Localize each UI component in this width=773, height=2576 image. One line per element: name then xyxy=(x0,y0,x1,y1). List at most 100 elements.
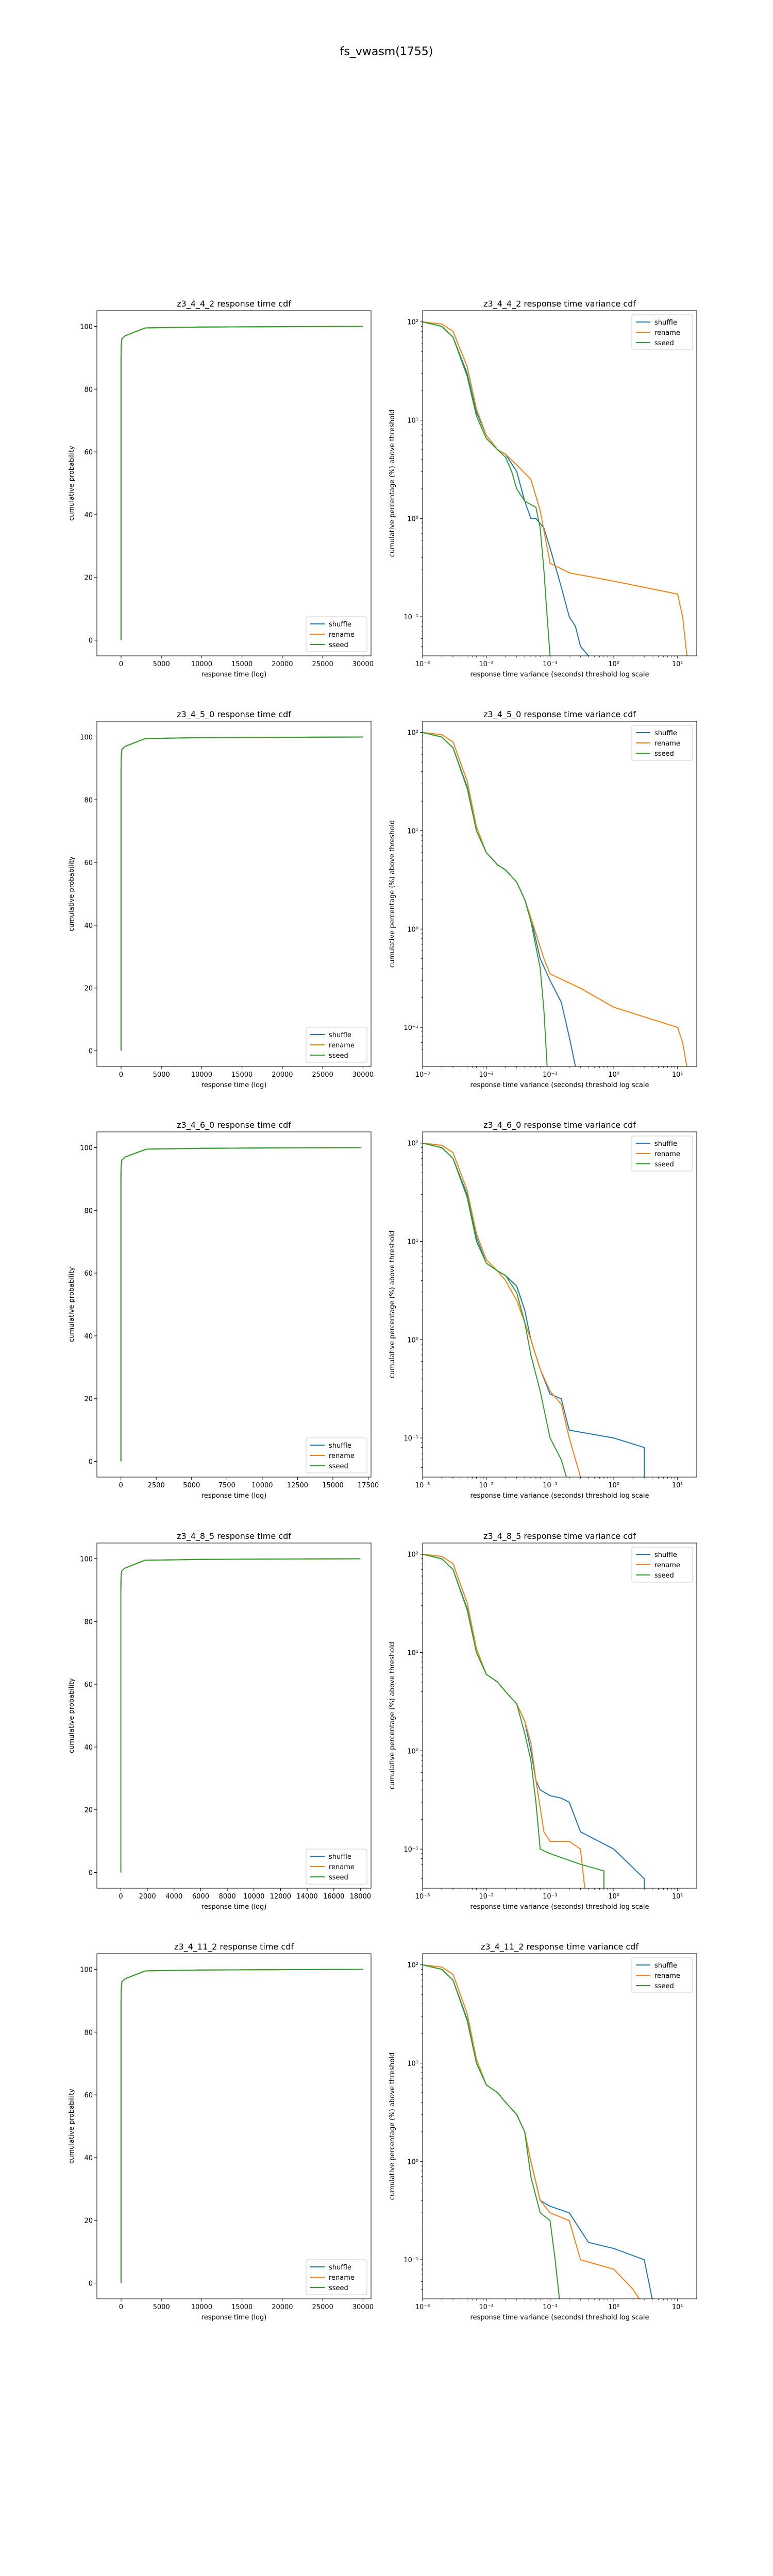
x-tick-label: 15000 xyxy=(322,1482,343,1489)
x-tick-label: 10⁻¹ xyxy=(543,1893,558,1901)
x-tick-label: 20000 xyxy=(272,660,293,668)
series-line-sseed xyxy=(120,1969,363,2283)
y-tick-label: 10² xyxy=(407,1551,418,1559)
y-tick-label: 0 xyxy=(89,637,93,645)
series-line-rename xyxy=(120,1969,363,2283)
x-tick-label: 0 xyxy=(119,2303,123,2311)
x-axis-label: response time variance (seconds) thresho… xyxy=(470,1492,649,1500)
x-tick-label: 5000 xyxy=(153,660,170,668)
plot-frame xyxy=(96,1953,372,2299)
series-line-sseed xyxy=(120,1147,361,1462)
x-axis-label: response time (log) xyxy=(201,2314,267,2321)
legend-label-shuffle: shuffle xyxy=(329,1853,351,1861)
x-tick-label: 10⁰ xyxy=(608,1482,619,1489)
legend-label-shuffle: shuffle xyxy=(329,1031,351,1039)
legend-label-sseed: sseed xyxy=(329,2284,348,2292)
plot-frame xyxy=(422,1543,697,1889)
chart-panel-9: z3_4_11_2 response time cdf 0 5000 10000 150… xyxy=(68,1942,374,2321)
series-line-rename xyxy=(423,1142,581,1477)
plot-frame xyxy=(422,1953,697,2299)
legend-label-shuffle: shuffle xyxy=(329,621,351,629)
x-tick-label: 15000 xyxy=(231,1071,253,1079)
legend-box xyxy=(306,2259,367,2295)
plot-frame xyxy=(96,310,372,656)
y-tick-label: 20 xyxy=(84,2217,93,2225)
x-tick-label: 2500 xyxy=(148,1482,165,1489)
x-tick-label: 10¹ xyxy=(672,1071,683,1079)
y-axis-label: cumulative probability xyxy=(68,856,76,931)
series-line-sseed xyxy=(423,1553,604,1888)
legend-box xyxy=(306,1437,367,1473)
x-tick-label: 10¹ xyxy=(672,1482,683,1489)
x-tick-label: 25000 xyxy=(312,660,333,668)
x-axis-label: response time variance (seconds) thresho… xyxy=(470,671,649,679)
chart-title: z3_4_4_2 response time variance cdf xyxy=(483,299,636,309)
legend-box xyxy=(306,1849,367,1885)
chart-panel-6: z3_4_6_0 response time variance cdf 10⁻³ 1… xyxy=(389,1120,697,1500)
series-line-shuffle xyxy=(120,1147,361,1462)
y-tick-label: 0 xyxy=(89,1870,93,1877)
chart-title: z3_4_8_5 response time variance cdf xyxy=(483,1531,636,1541)
legend-label-sseed: sseed xyxy=(329,1052,348,1060)
series-line-rename xyxy=(120,326,363,640)
y-tick-label: 10⁻¹ xyxy=(404,614,418,621)
y-tick-label: 10¹ xyxy=(407,2060,418,2068)
legend-label-rename: rename xyxy=(654,1972,680,1980)
legend-label-sseed: sseed xyxy=(654,1161,674,1168)
y-tick-label: 10² xyxy=(407,1140,418,1148)
y-tick-label: 100 xyxy=(80,1555,93,1563)
legend-label-sseed: sseed xyxy=(329,641,348,649)
x-tick-label: 10000 xyxy=(243,1893,264,1901)
series-line-rename xyxy=(423,321,687,656)
y-tick-label: 80 xyxy=(84,386,93,394)
legend-label-sseed: sseed xyxy=(654,750,674,758)
x-tick-label: 16000 xyxy=(323,1893,344,1901)
x-tick-label: 10⁻² xyxy=(479,1071,494,1079)
x-tick-label: 10000 xyxy=(191,2303,212,2311)
x-axis-label: response time variance (seconds) thresho… xyxy=(470,1081,649,1089)
plot-frame xyxy=(96,1543,372,1889)
x-tick-label: 30000 xyxy=(352,660,374,668)
x-tick-label: 6000 xyxy=(192,1893,209,1901)
chart-title: z3_4_5_0 response time cdf xyxy=(177,709,291,720)
y-axis-label: cumulative probability xyxy=(68,1678,76,1753)
series-line-sseed xyxy=(423,1142,567,1477)
y-tick-label: 10² xyxy=(407,319,418,327)
x-tick-label: 15000 xyxy=(231,660,253,668)
x-tick-label: 10¹ xyxy=(672,660,683,668)
legend-label-rename: rename xyxy=(329,1452,355,1460)
legend-label-rename: rename xyxy=(654,329,680,337)
y-tick-label: 40 xyxy=(84,512,93,519)
x-tick-label: 10⁻² xyxy=(479,2303,494,2311)
x-tick-label: 0 xyxy=(119,1071,123,1079)
legend-label-rename: rename xyxy=(329,1863,355,1871)
y-tick-label: 10² xyxy=(407,1962,418,1970)
x-tick-label: 10000 xyxy=(191,660,212,668)
y-axis-label: cumulative percentage (%) above threshol… xyxy=(389,2053,396,2200)
y-tick-label: 40 xyxy=(84,1744,93,1752)
plot-frame xyxy=(422,1131,697,1478)
legend: shuffle rename sseed xyxy=(306,2259,367,2295)
x-axis-label: response time variance (seconds) thresho… xyxy=(470,2314,649,2321)
y-axis-label: cumulative percentage (%) above threshol… xyxy=(389,410,396,557)
x-tick-label: 10⁻¹ xyxy=(543,1071,558,1079)
legend: shuffle rename sseed xyxy=(306,1027,367,1063)
legend: shuffle rename sseed xyxy=(631,1547,693,1583)
legend-box xyxy=(631,1136,693,1172)
chart-panel-10: z3_4_11_2 response time variance cdf 10⁻³… xyxy=(389,1942,697,2321)
legend: shuffle rename sseed xyxy=(631,314,693,350)
legend-label-shuffle: shuffle xyxy=(654,1551,677,1559)
legend-label-rename: rename xyxy=(329,2274,355,2282)
legend-label-shuffle: shuffle xyxy=(329,2264,351,2272)
y-tick-label: 80 xyxy=(84,1207,93,1215)
y-tick-label: 0 xyxy=(89,1459,93,1466)
x-axis-label: response time (log) xyxy=(201,1081,267,1089)
page-title: fs_vwasm(1755) xyxy=(340,45,433,58)
y-axis-label: cumulative percentage (%) above threshol… xyxy=(389,1231,396,1378)
y-tick-label: 60 xyxy=(84,2092,93,2099)
x-tick-label: 5000 xyxy=(183,1482,200,1489)
chart-title: z3_4_8_5 response time cdf xyxy=(177,1531,291,1541)
chart-panel-2: z3_4_4_2 response time variance cdf 10⁻³ 1… xyxy=(389,299,697,679)
legend: shuffle rename sseed xyxy=(306,616,367,652)
x-tick-label: 10⁻³ xyxy=(415,1893,430,1901)
